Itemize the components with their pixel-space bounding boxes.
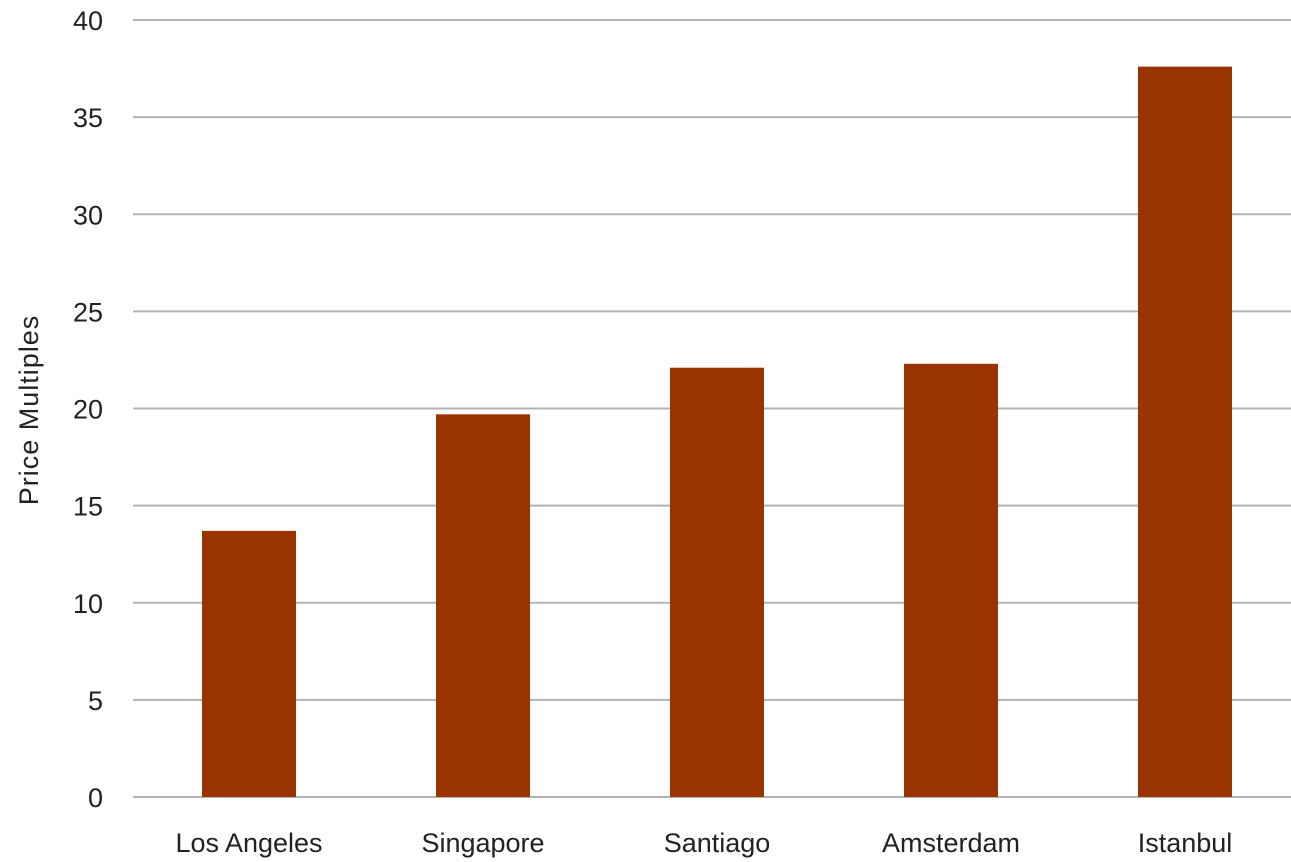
x-axis-tick-labels: Los Angeles Singapore Santiago Amsterdam Ist…: [175, 828, 1232, 858]
y-tick-label: 10: [73, 589, 103, 619]
bars: [202, 66, 1232, 798]
x-tick-label: Istanbul: [1138, 828, 1233, 858]
bar: [202, 530, 296, 797]
y-tick-label: 25: [73, 297, 103, 327]
x-tick-label: Santiago: [664, 828, 771, 858]
y-tick-label: 40: [73, 6, 103, 36]
y-tick-label: 15: [73, 492, 103, 522]
x-tick-label: Los Angeles: [175, 828, 322, 858]
y-tick-label: 30: [73, 200, 103, 230]
y-tick-label: 35: [73, 103, 103, 133]
x-tick-label: Singapore: [421, 828, 544, 858]
bar: [670, 367, 764, 797]
y-tick-label: 5: [88, 686, 103, 716]
y-axis-tick-labels: 0 5 10 15 20 25 30 35 40: [73, 6, 103, 813]
x-tick-label: Amsterdam: [882, 828, 1020, 858]
y-tick-label: 20: [73, 395, 103, 425]
bar: [904, 363, 998, 797]
bar: [436, 414, 530, 797]
y-axis-title: Price Multiples: [14, 315, 44, 506]
bar: [1138, 66, 1232, 798]
y-tick-label: 0: [88, 783, 103, 813]
